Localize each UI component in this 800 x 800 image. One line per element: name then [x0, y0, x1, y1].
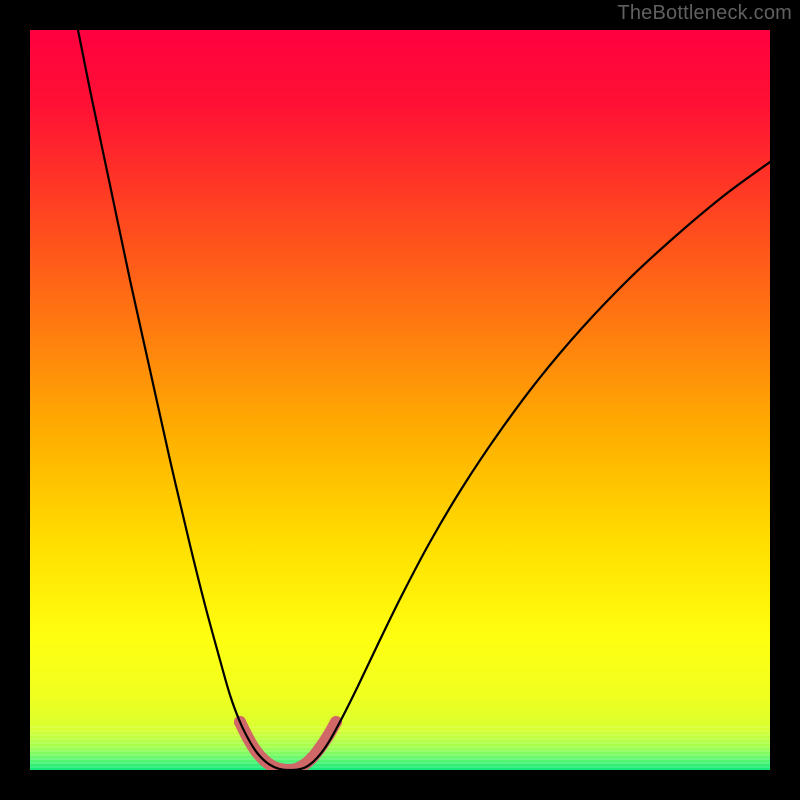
- plot-area: [30, 30, 770, 770]
- chart-container: TheBottleneck.com: [0, 0, 800, 800]
- plot-svg: [30, 30, 770, 770]
- watermark-text: TheBottleneck.com: [617, 2, 792, 25]
- gradient-background: [30, 30, 770, 770]
